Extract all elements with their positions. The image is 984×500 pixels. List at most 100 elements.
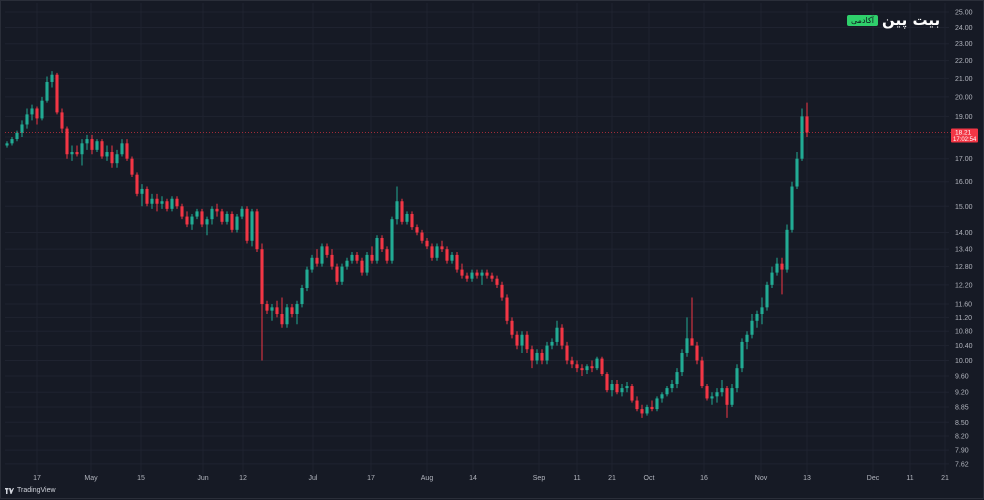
candle (85, 134, 89, 150)
candle-body (535, 352, 539, 361)
candle-body (150, 198, 154, 204)
candle-body (585, 366, 589, 371)
candle-body (210, 208, 214, 220)
candle-body (5, 143, 9, 146)
candle (530, 345, 534, 369)
price-tick-label: 12.80 (955, 264, 973, 271)
candle (520, 331, 524, 353)
candle (805, 102, 809, 137)
candle (445, 246, 449, 264)
candle (165, 198, 169, 212)
candle (430, 243, 434, 261)
tradingview-logo[interactable]: TradingView (5, 487, 56, 494)
candle (480, 269, 484, 285)
candle (775, 257, 779, 276)
candle-body (600, 358, 604, 375)
candle-body (755, 314, 759, 321)
candle-body (115, 154, 119, 164)
time-tick-label: Jun (197, 475, 208, 482)
time-axis[interactable]: 17 May 15 Jun 12 Jul 17 Aug 14 Sep 11 21 Oct 16 Nov 13 D… (33, 475, 949, 482)
time-tick-label: 21 (941, 475, 949, 482)
candle-body (715, 392, 719, 397)
price-tick-label: 20.00 (955, 94, 973, 101)
candle (680, 349, 684, 377)
candle (640, 404, 644, 418)
candle-body (590, 366, 594, 369)
candle (625, 382, 629, 393)
candle-body (405, 213, 409, 222)
candle (195, 208, 199, 220)
candle (55, 72, 59, 115)
candle-body (35, 108, 39, 119)
candle-body (760, 307, 764, 315)
candle (620, 384, 624, 397)
brand-name: بیت پین (881, 11, 941, 29)
candle-body (305, 269, 309, 288)
candle-body (225, 213, 229, 222)
candle-body (355, 254, 359, 261)
candle-body (485, 272, 489, 276)
candle (790, 181, 794, 233)
candle-body (765, 284, 769, 308)
candle-body (710, 396, 714, 399)
candle (200, 208, 204, 228)
candle (405, 211, 409, 225)
candle-body (575, 364, 579, 369)
candle (745, 331, 749, 350)
candle-body (10, 139, 14, 144)
time-tick-label: Jul (309, 475, 318, 482)
candle (595, 356, 599, 371)
candle-body (660, 394, 664, 399)
candle-body (595, 358, 599, 369)
candle-body (460, 269, 464, 276)
candle (410, 211, 414, 230)
candle-body (480, 272, 484, 276)
candle (420, 229, 424, 244)
candle (370, 246, 374, 264)
time-tick-label: Sep (533, 475, 546, 482)
candle (475, 269, 479, 279)
candle (455, 252, 459, 273)
price-tick-label: 13.40 (955, 247, 973, 254)
candle (120, 139, 124, 157)
candle (275, 300, 279, 318)
candle (385, 246, 389, 264)
candle-body (290, 307, 294, 315)
candle-body (740, 341, 744, 369)
candle-body (400, 201, 404, 222)
candle (720, 379, 724, 397)
candle-body (105, 152, 109, 157)
candle-body (125, 143, 129, 159)
candle-body (380, 237, 384, 250)
candle-body (245, 208, 249, 241)
candle (25, 108, 29, 129)
candle (175, 196, 179, 209)
candle (390, 216, 394, 264)
candle-body (185, 216, 189, 225)
candle (590, 360, 594, 373)
candle (565, 341, 569, 365)
candle-body (295, 304, 299, 315)
candle (340, 263, 344, 285)
candle-body (155, 198, 159, 204)
candle (700, 356, 704, 389)
candle-body (700, 360, 704, 387)
candle (505, 294, 509, 325)
academy-badge: آکادمی (847, 14, 878, 26)
price-tick-label: 9.20 (955, 390, 969, 397)
candle (230, 211, 234, 233)
candle-body (705, 386, 709, 399)
candle-body (110, 152, 114, 164)
candle (765, 281, 769, 311)
candle-body (790, 186, 794, 230)
candle (215, 203, 219, 217)
candle-body (780, 263, 784, 270)
candle (145, 186, 149, 207)
grid (5, 3, 949, 475)
candle-body (270, 307, 274, 311)
candle-body (85, 139, 89, 144)
price-tick-label: 10.40 (955, 343, 973, 350)
candle-body (670, 384, 674, 389)
price-axis[interactable]: 25.0024.0023.0022.0021.0020.0019.0018.00… (955, 10, 973, 469)
